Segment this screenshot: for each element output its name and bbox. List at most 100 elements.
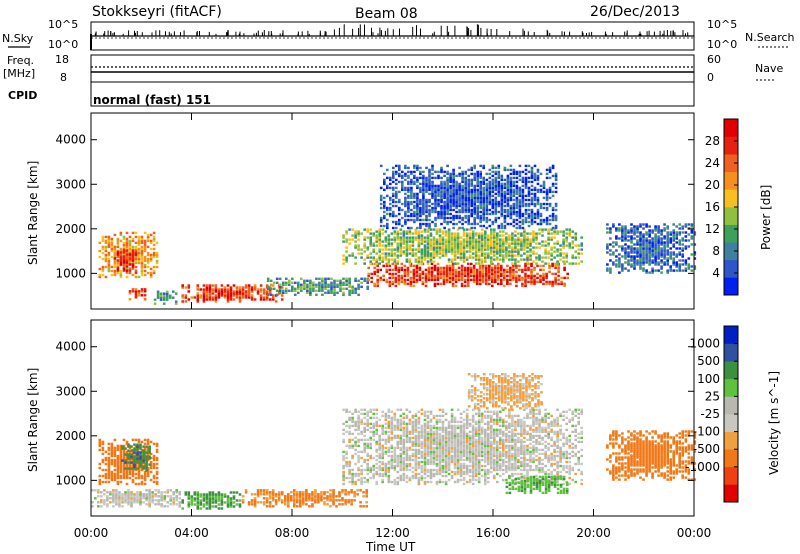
echo-cell xyxy=(562,244,565,247)
echo-cell xyxy=(423,258,427,261)
echo-cell xyxy=(107,468,111,472)
echo-cell xyxy=(443,214,446,218)
echo-cell xyxy=(645,223,648,226)
echo-cell xyxy=(475,272,479,276)
echo-cell xyxy=(271,493,275,496)
echo-cell xyxy=(125,261,129,264)
echo-cell xyxy=(506,168,510,172)
echo-cell xyxy=(442,274,446,278)
echo-cell xyxy=(297,291,300,294)
echo-cell xyxy=(110,269,114,273)
echo-cell xyxy=(482,202,485,206)
echo-cell xyxy=(508,250,511,253)
echo-cell xyxy=(455,214,458,218)
echo-cell xyxy=(548,176,552,180)
echo-cell xyxy=(639,245,642,248)
echo-cell xyxy=(521,202,525,206)
echo-cell xyxy=(351,420,354,424)
echo-cell xyxy=(116,261,120,265)
echo-cell xyxy=(530,212,534,216)
echo-cell xyxy=(345,232,348,235)
echo-cell xyxy=(491,186,495,190)
echo-cell xyxy=(119,450,123,454)
echo-cell xyxy=(657,253,660,256)
freq-label: Freq. xyxy=(7,54,34,67)
echo-cell xyxy=(137,292,141,295)
echo-cell xyxy=(509,206,513,210)
echo-cell xyxy=(499,248,502,251)
echo-cell xyxy=(458,220,461,224)
echo-cell xyxy=(509,188,513,192)
echo-cell xyxy=(435,240,439,243)
echo-cell xyxy=(445,280,449,284)
echo-cell xyxy=(488,272,491,276)
echo-cell xyxy=(214,501,218,504)
echo-cell xyxy=(155,470,159,474)
echo-cell xyxy=(392,210,395,214)
echo-cell xyxy=(527,268,530,272)
echo-cell xyxy=(196,298,200,301)
echo-cell xyxy=(128,259,132,262)
echo-cell xyxy=(142,457,145,460)
echo-cell xyxy=(465,246,469,249)
echo-cell xyxy=(350,499,353,502)
echo-cell xyxy=(474,258,478,261)
echo-cell xyxy=(199,288,203,291)
echo-cell xyxy=(133,501,136,504)
echo-cell xyxy=(403,274,407,278)
echo-cell xyxy=(199,499,203,502)
echo-cell xyxy=(360,480,363,484)
echo-cell xyxy=(208,298,212,301)
echo-cell xyxy=(636,227,639,230)
echo-cell xyxy=(392,220,395,224)
echo-cell xyxy=(125,458,129,462)
echo-cell xyxy=(681,225,684,228)
echo-cell xyxy=(269,293,273,296)
echo-cell xyxy=(415,264,419,268)
echo-cell xyxy=(110,470,114,474)
echo-cell xyxy=(480,236,484,239)
echo-cell xyxy=(479,220,482,224)
echo-cell xyxy=(487,256,490,259)
echo-cell xyxy=(205,501,209,504)
echo-cell xyxy=(433,276,437,280)
echo-cell xyxy=(131,454,135,458)
echo-cell xyxy=(436,262,440,266)
echo-cell xyxy=(429,234,433,237)
echo-cell xyxy=(131,231,135,235)
echo-cell xyxy=(430,270,434,274)
echo-cell xyxy=(299,491,302,494)
echo-cell xyxy=(633,263,636,266)
echo-cell xyxy=(247,288,251,291)
echo-cell xyxy=(395,194,398,198)
echo-cell xyxy=(220,497,224,500)
echo-cell xyxy=(506,204,510,208)
echo-cell xyxy=(642,253,645,256)
echo-cell xyxy=(339,289,342,292)
echo-cell xyxy=(103,493,106,496)
echo-cell xyxy=(241,288,245,291)
echo-cell xyxy=(471,244,475,247)
echo-cell xyxy=(539,206,543,210)
echo-cell xyxy=(404,198,407,202)
echo-cell xyxy=(396,244,400,247)
echo-cell xyxy=(560,282,563,286)
echo-cell xyxy=(434,186,437,190)
echo-cell xyxy=(104,265,108,269)
echo-cell xyxy=(526,232,529,235)
echo-cell xyxy=(464,190,467,194)
echo-cell xyxy=(474,244,478,247)
echo-cell xyxy=(196,300,200,303)
echo-cell xyxy=(460,272,464,276)
echo-cell xyxy=(494,204,498,208)
echo-cell xyxy=(347,491,350,494)
echo-cell xyxy=(417,240,421,243)
echo-cell xyxy=(545,192,549,196)
echo-cell xyxy=(259,501,263,504)
echo-cell xyxy=(509,268,512,272)
echo-cell xyxy=(155,251,159,255)
echo-cell xyxy=(562,234,565,237)
echo-cell xyxy=(125,271,129,274)
colorbar-segment xyxy=(724,171,738,190)
echo-cell xyxy=(515,270,518,274)
